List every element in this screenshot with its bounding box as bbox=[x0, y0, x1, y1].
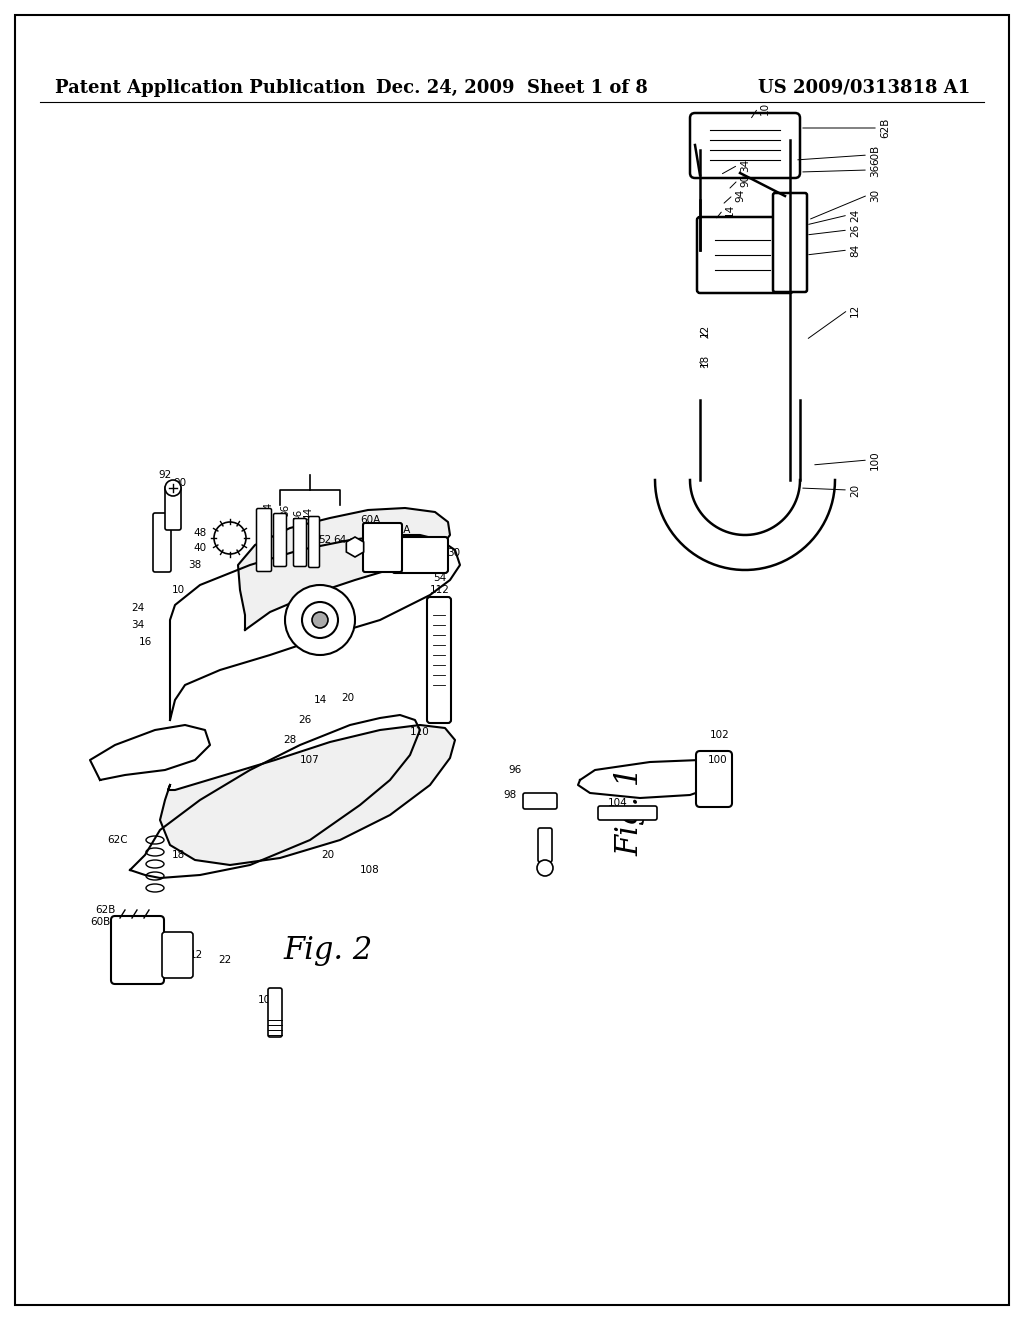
Text: 92: 92 bbox=[159, 470, 172, 480]
Polygon shape bbox=[160, 725, 455, 865]
Polygon shape bbox=[578, 760, 718, 799]
FancyBboxPatch shape bbox=[523, 793, 557, 809]
Text: 99: 99 bbox=[539, 855, 552, 865]
Text: 20: 20 bbox=[322, 850, 335, 861]
FancyBboxPatch shape bbox=[690, 114, 800, 178]
Text: 34: 34 bbox=[740, 158, 750, 172]
Circle shape bbox=[214, 521, 246, 554]
Text: 18: 18 bbox=[700, 354, 710, 367]
Text: 108: 108 bbox=[360, 865, 380, 875]
FancyBboxPatch shape bbox=[697, 216, 793, 293]
Text: 60A: 60A bbox=[359, 515, 380, 525]
Text: 24: 24 bbox=[131, 603, 144, 612]
Text: 104: 104 bbox=[608, 799, 628, 808]
Text: 48: 48 bbox=[194, 528, 207, 539]
Text: 12: 12 bbox=[700, 323, 710, 337]
Text: 98: 98 bbox=[504, 789, 517, 800]
Text: 14: 14 bbox=[313, 696, 327, 705]
Polygon shape bbox=[130, 715, 420, 878]
Text: 30: 30 bbox=[870, 189, 880, 202]
Text: 20: 20 bbox=[850, 483, 860, 496]
Text: 100: 100 bbox=[709, 755, 728, 766]
Text: 44: 44 bbox=[303, 507, 313, 520]
Text: 90: 90 bbox=[173, 478, 186, 488]
Polygon shape bbox=[238, 508, 450, 630]
FancyBboxPatch shape bbox=[773, 193, 807, 292]
Text: Fig. 1: Fig. 1 bbox=[614, 767, 645, 857]
Text: 52: 52 bbox=[318, 535, 332, 545]
FancyBboxPatch shape bbox=[153, 513, 171, 572]
Text: 40: 40 bbox=[194, 543, 207, 553]
FancyBboxPatch shape bbox=[538, 828, 552, 862]
FancyBboxPatch shape bbox=[268, 987, 282, 1038]
Text: 16: 16 bbox=[138, 638, 152, 647]
Text: Fig. 2: Fig. 2 bbox=[283, 935, 373, 966]
Text: 84: 84 bbox=[850, 243, 860, 256]
FancyBboxPatch shape bbox=[362, 523, 402, 572]
Text: 12: 12 bbox=[189, 950, 203, 960]
Text: 100: 100 bbox=[870, 450, 880, 470]
Text: 10: 10 bbox=[760, 102, 770, 115]
Text: 22: 22 bbox=[218, 954, 231, 965]
FancyBboxPatch shape bbox=[598, 807, 657, 820]
Text: 46: 46 bbox=[293, 508, 303, 521]
Text: 106: 106 bbox=[258, 995, 278, 1005]
Text: 28: 28 bbox=[284, 735, 297, 744]
Text: 20: 20 bbox=[341, 693, 354, 704]
Circle shape bbox=[285, 585, 355, 655]
Text: 60B: 60B bbox=[870, 145, 880, 165]
Text: 12: 12 bbox=[850, 304, 860, 317]
FancyBboxPatch shape bbox=[111, 916, 164, 983]
Text: 36: 36 bbox=[870, 164, 880, 177]
Polygon shape bbox=[90, 725, 210, 780]
Text: 110: 110 bbox=[411, 727, 430, 737]
Circle shape bbox=[537, 861, 553, 876]
Text: 10: 10 bbox=[171, 585, 184, 595]
Text: 62B: 62B bbox=[880, 117, 890, 139]
Text: 26: 26 bbox=[298, 715, 311, 725]
Text: 96: 96 bbox=[508, 766, 521, 775]
Circle shape bbox=[312, 612, 328, 628]
Text: 62B: 62B bbox=[95, 906, 115, 915]
Circle shape bbox=[165, 480, 181, 496]
Text: 30: 30 bbox=[447, 548, 461, 558]
FancyBboxPatch shape bbox=[162, 932, 193, 978]
FancyBboxPatch shape bbox=[308, 516, 319, 568]
FancyBboxPatch shape bbox=[165, 486, 181, 531]
Text: 112: 112 bbox=[430, 585, 450, 595]
Text: 90: 90 bbox=[740, 173, 750, 186]
Text: US 2009/0313818 A1: US 2009/0313818 A1 bbox=[758, 79, 970, 96]
Text: 26: 26 bbox=[850, 223, 860, 236]
FancyBboxPatch shape bbox=[256, 508, 271, 572]
Text: 94: 94 bbox=[348, 539, 361, 548]
FancyBboxPatch shape bbox=[294, 519, 306, 566]
FancyBboxPatch shape bbox=[696, 751, 732, 807]
Text: Patent Application Publication: Patent Application Publication bbox=[55, 79, 366, 96]
Text: 60B: 60B bbox=[90, 917, 111, 927]
Text: 60C: 60C bbox=[147, 935, 168, 945]
Polygon shape bbox=[170, 535, 460, 719]
Text: 107: 107 bbox=[300, 755, 319, 766]
Text: 102: 102 bbox=[710, 730, 730, 741]
Text: Dec. 24, 2009  Sheet 1 of 8: Dec. 24, 2009 Sheet 1 of 8 bbox=[376, 79, 648, 96]
Text: 18: 18 bbox=[171, 850, 184, 861]
Text: 64: 64 bbox=[334, 535, 347, 545]
Text: 84: 84 bbox=[263, 502, 273, 515]
Text: 14: 14 bbox=[725, 203, 735, 216]
Text: 62A: 62A bbox=[390, 525, 411, 535]
Text: 56: 56 bbox=[364, 554, 377, 565]
Text: 94: 94 bbox=[735, 189, 745, 202]
Text: 24: 24 bbox=[850, 209, 860, 222]
Text: 86: 86 bbox=[280, 503, 290, 516]
FancyBboxPatch shape bbox=[427, 597, 451, 723]
FancyBboxPatch shape bbox=[392, 537, 449, 573]
Text: 38: 38 bbox=[188, 560, 202, 570]
Text: 54: 54 bbox=[433, 573, 446, 583]
Text: 62C: 62C bbox=[108, 836, 128, 845]
FancyBboxPatch shape bbox=[273, 513, 287, 566]
Circle shape bbox=[302, 602, 338, 638]
Text: 34: 34 bbox=[131, 620, 144, 630]
